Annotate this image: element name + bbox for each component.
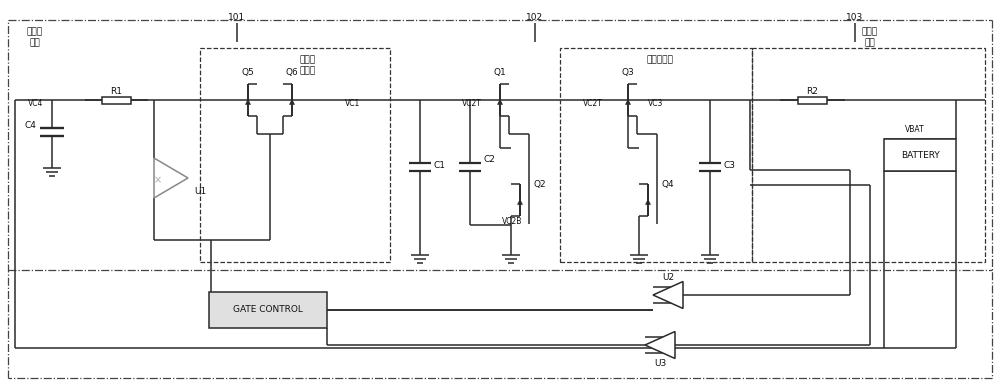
Text: VC2T: VC2T — [583, 99, 603, 108]
Text: GATE CONTROL: GATE CONTROL — [233, 305, 303, 314]
Text: 第一端: 第一端 — [300, 56, 316, 65]
Text: VC4: VC4 — [28, 99, 43, 108]
Bar — [200, 48, 390, 262]
Text: VC3: VC3 — [648, 99, 663, 108]
Text: 输入主: 输入主 — [27, 27, 43, 36]
Text: VC1: VC1 — [345, 99, 360, 108]
Text: C4: C4 — [24, 122, 36, 131]
Text: 102: 102 — [526, 13, 544, 22]
Text: Q1: Q1 — [494, 68, 506, 77]
Text: ×: × — [154, 175, 162, 185]
Text: 103: 103 — [846, 13, 864, 22]
Polygon shape — [154, 158, 188, 198]
Bar — [560, 48, 752, 262]
Text: Q3: Q3 — [622, 68, 634, 77]
Bar — [209, 292, 327, 328]
Bar — [752, 48, 985, 262]
Bar — [884, 139, 956, 171]
Text: Q6: Q6 — [286, 68, 298, 77]
Text: 电路: 电路 — [30, 38, 40, 47]
Text: 第二输出端: 第二输出端 — [647, 56, 673, 65]
Text: R2: R2 — [807, 86, 818, 95]
Text: BATTERY: BATTERY — [901, 151, 939, 160]
Text: VC2B: VC2B — [502, 217, 522, 226]
Text: 电路: 电路 — [865, 38, 875, 47]
Polygon shape — [653, 282, 683, 308]
Polygon shape — [645, 332, 675, 359]
Text: U1: U1 — [194, 188, 206, 197]
Text: 101: 101 — [228, 13, 246, 22]
Bar — [798, 97, 827, 104]
Text: VBAT: VBAT — [905, 126, 925, 135]
Text: VC2T: VC2T — [462, 99, 482, 108]
Text: U3: U3 — [654, 359, 666, 368]
Text: Q2: Q2 — [534, 179, 547, 188]
Text: 输出主: 输出主 — [862, 27, 878, 36]
Text: U2: U2 — [662, 273, 674, 282]
Bar — [102, 97, 131, 104]
Text: C1: C1 — [434, 160, 446, 170]
Text: Q5: Q5 — [242, 68, 254, 77]
Text: C2: C2 — [484, 156, 496, 165]
Text: R1: R1 — [110, 86, 122, 95]
Text: 输入端: 输入端 — [300, 66, 316, 75]
Text: C3: C3 — [724, 160, 736, 170]
Text: Q4: Q4 — [662, 179, 675, 188]
